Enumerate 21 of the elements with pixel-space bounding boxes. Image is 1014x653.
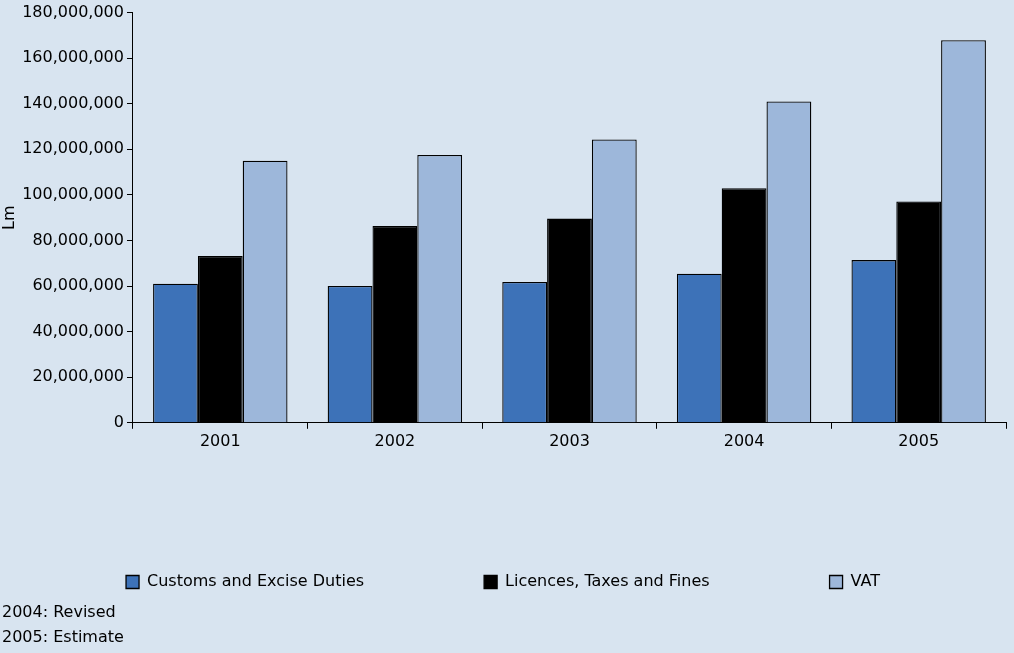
x-tick-label: 2005 — [898, 430, 940, 450]
x-tick-label: 2004 — [723, 430, 765, 450]
y-tick-label: 160,000,000 — [22, 47, 124, 67]
x-tick-label: 2003 — [549, 430, 590, 450]
x-tick-label: 2002 — [374, 430, 416, 450]
y-tick-label: 80,000,000 — [32, 229, 124, 249]
text: 2004: Revised — [2, 601, 117, 623]
y-tick-label: 20,000,000 — [32, 366, 124, 386]
legend-label: Customs and Excise Duties — [147, 571, 365, 591]
y-tick-label: 120,000,000 — [22, 138, 124, 158]
y-tick-label: 0 — [113, 411, 124, 431]
y-tick-label: 60,000,000 — [32, 275, 124, 295]
y-tick-label: 140,000,000 — [22, 92, 124, 112]
y-axis-title: Lm — [0, 205, 18, 230]
text: 2005: Estimate — [2, 626, 124, 648]
y-tick-label: 180,000,000 — [22, 1, 124, 21]
y-tick-label: 40,000,000 — [32, 320, 124, 340]
x-tick-label: 2001 — [199, 430, 241, 450]
legend-label: VAT — [850, 571, 881, 591]
legend-label: Licences, Taxes and Fines — [505, 571, 710, 591]
y-tick-label: 100,000,000 — [22, 184, 124, 204]
